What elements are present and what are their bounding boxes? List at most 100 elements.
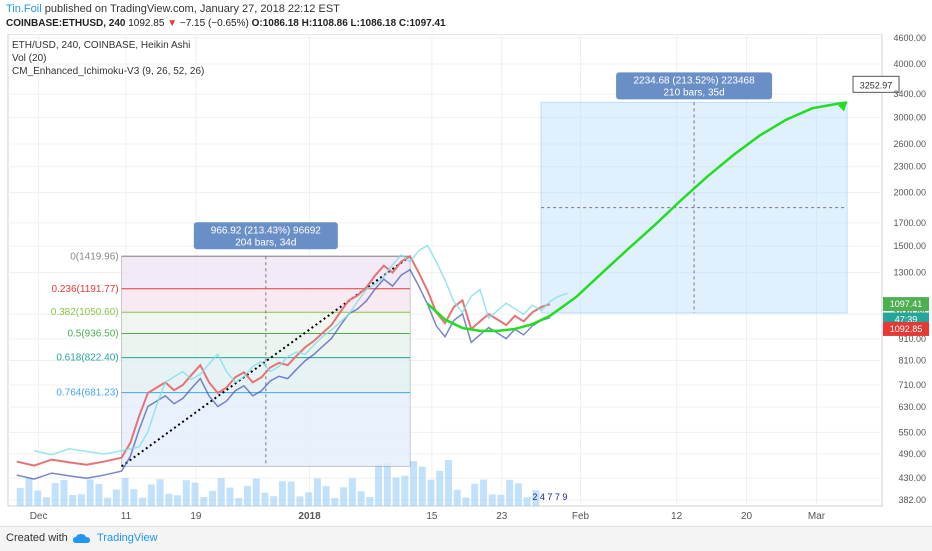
volume-bar	[77, 494, 85, 506]
y-tick-label: 550.00	[898, 427, 926, 437]
volume-bar	[217, 478, 225, 506]
volume-bar	[375, 464, 383, 506]
x-tick-label: Feb	[572, 511, 590, 522]
fib-zone	[121, 357, 411, 393]
fib-level-label: 0.236(1191.77)	[52, 284, 119, 295]
x-tick-label: Dec	[30, 511, 48, 522]
x-tick-label: 23	[496, 511, 508, 522]
volume-bar	[42, 497, 50, 506]
volume-bar	[16, 488, 24, 506]
volume-bar	[348, 478, 356, 506]
volume-bar	[462, 497, 470, 506]
ichimoku-base-line	[16, 268, 551, 480]
ohlc-values: O:1086.18 H:1108.86 L:1086.18 C:1097.41	[251, 18, 446, 29]
volume-bar	[130, 489, 138, 506]
y-tick-label: 630.00	[898, 402, 926, 412]
y-tick-label: 1700.00	[893, 218, 926, 228]
target-callout-box	[852, 75, 900, 93]
y-tick-label: 430.00	[898, 473, 926, 483]
created-with-text: Created with	[6, 532, 68, 544]
symbol-label: COINBASE:ETHUSD, 240	[6, 18, 126, 29]
price-chart[interactable]: 0(1419.96) 0.236(1191.77) 0.382(1050.60) 0.…	[0, 34, 932, 526]
x-tick-label: 15	[426, 511, 438, 522]
volume-bar	[532, 490, 540, 506]
y-tick-label: 382.00	[898, 495, 926, 505]
volume-bar	[235, 497, 243, 506]
y-tick-label: 490.00	[898, 449, 926, 459]
ichimoku-lagging-line	[34, 244, 568, 456]
y-tick-label: 710.00	[898, 380, 926, 390]
price-tag	[883, 297, 929, 312]
volume-bar	[156, 479, 164, 506]
measure-2-sublabel: 210 bars, 35d	[664, 87, 725, 98]
volume-bar	[523, 497, 531, 506]
price-tag	[883, 321, 929, 336]
legend-entry: CM_Enhanced_Ichimoku-V3 (9, 26, 52, 26)	[12, 66, 204, 77]
price-change: −7.15 (−0.65%)	[179, 18, 249, 29]
volume-bar	[453, 489, 461, 506]
volume-bar	[392, 477, 400, 506]
fib-zone	[121, 392, 411, 467]
volume-bar	[200, 497, 208, 506]
volume-bar	[121, 478, 129, 506]
volume-bar	[261, 492, 269, 506]
volume-bar	[112, 489, 120, 506]
volume-bar	[410, 461, 418, 506]
volume-bar	[340, 487, 348, 506]
volume-bar	[104, 497, 112, 506]
volume-bar	[313, 478, 321, 506]
volume-bar	[209, 490, 217, 506]
volume-bar	[69, 494, 77, 506]
volume-bar	[147, 484, 155, 506]
y-tick-label: 2300.00	[893, 162, 926, 172]
fib-zone	[121, 256, 411, 289]
x-tick-label: 19	[190, 511, 202, 522]
projection-arrow-icon	[838, 102, 848, 112]
volume-bar	[497, 494, 505, 506]
volume-bar	[182, 480, 190, 506]
volume-bar	[479, 479, 487, 506]
fib-level-label: 0(1419.96)	[70, 251, 118, 262]
volume-bar	[287, 481, 295, 506]
y-tick-label: 3000.00	[893, 112, 926, 122]
event-marker-label: 2 4 7 7 9	[532, 492, 567, 502]
change-arrow-icon: ▼	[167, 18, 178, 29]
tradingview-brand[interactable]: TradingView	[97, 532, 158, 544]
fib-level-label: 0.5(936.50)	[67, 329, 118, 340]
price-tag-label: 1092.85	[890, 324, 923, 334]
volume-bar	[86, 479, 94, 506]
volume-bar	[418, 466, 426, 506]
volume-bar	[25, 478, 33, 506]
last-price: 1092.85	[128, 18, 165, 29]
projection-curve	[426, 101, 848, 333]
volume-bar	[296, 496, 304, 506]
volume-bar	[305, 492, 313, 506]
x-tick-label: 2018	[298, 511, 321, 522]
price-series-line	[16, 254, 551, 467]
y-tick-label: 3400.00	[893, 89, 926, 99]
price-tag-label: 1097.41	[890, 299, 923, 309]
volume-bar	[331, 497, 339, 506]
measure-1-sublabel: 204 bars, 34d	[235, 237, 296, 248]
fib-level-label: 0.382(1050.60)	[51, 307, 119, 318]
volume-bar	[383, 462, 391, 506]
volume-bar	[366, 496, 374, 506]
y-tick-label: 910.00	[898, 334, 926, 344]
x-tick-label: 11	[121, 511, 132, 522]
volume-bar	[243, 485, 251, 506]
x-tick-label: Mar	[808, 511, 826, 522]
volume-bar	[139, 497, 147, 506]
volume-bar	[51, 483, 59, 506]
measure-1-label: 966.92 (213.43%) 96692	[211, 225, 322, 236]
author-link[interactable]: Tin.Foil	[6, 3, 42, 15]
legend-entry: Vol (20)	[12, 53, 46, 64]
fib-level-label: 0.618(822.40)	[56, 353, 118, 364]
volume-bar	[445, 460, 452, 506]
measure-2-label: 2234.68 (213.52%) 223468	[633, 75, 755, 86]
volume-bar	[322, 486, 330, 506]
volume-bar	[471, 483, 479, 506]
y-tick-label: 1500.00	[893, 241, 926, 251]
y-tick-label: 2600.00	[893, 139, 926, 149]
volume-bar	[357, 491, 365, 506]
symbol-line: COINBASE:ETHUSD, 240 1092.85 ▼ −7.15 (−0…	[6, 18, 446, 29]
